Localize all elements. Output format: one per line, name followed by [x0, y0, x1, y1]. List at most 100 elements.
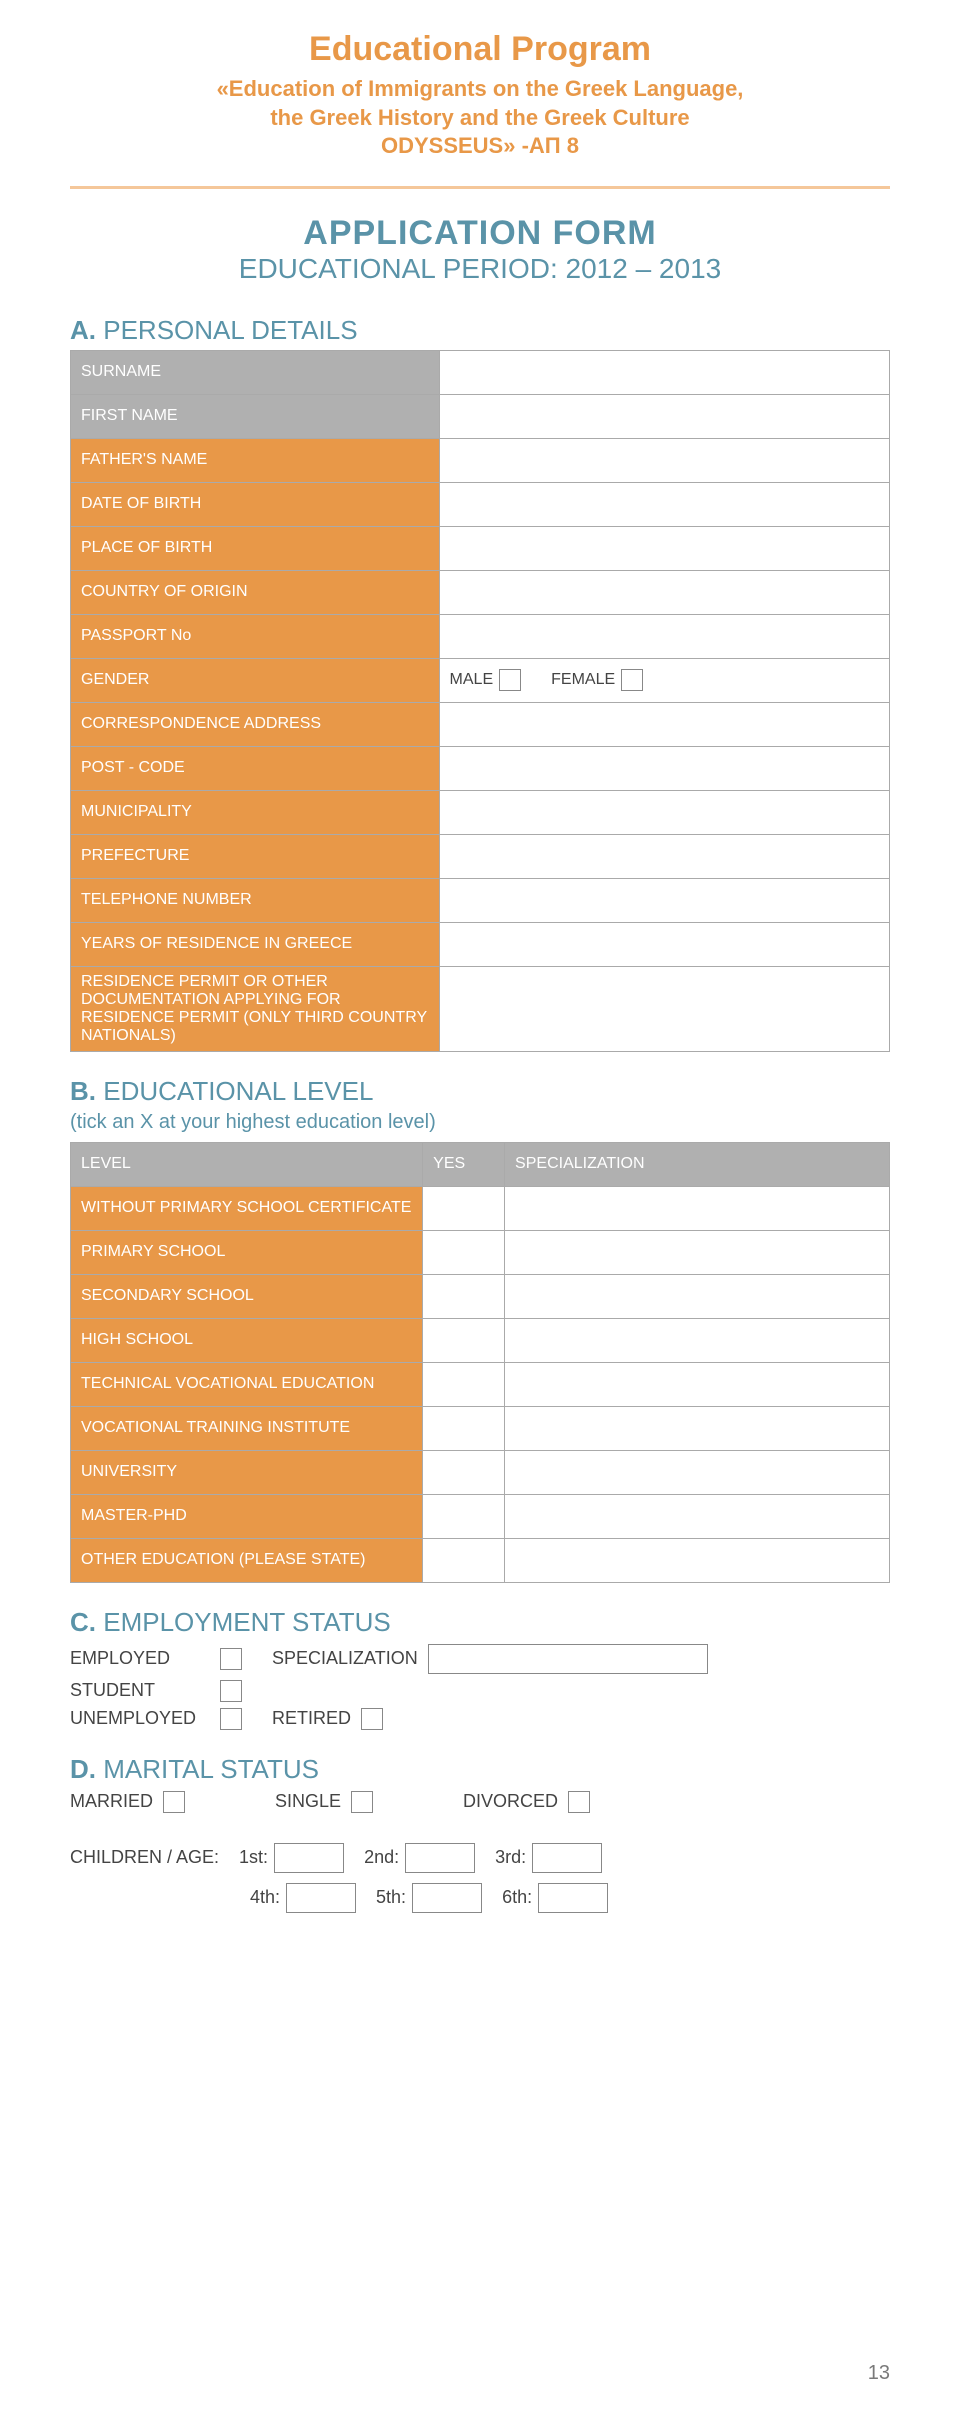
level-yes-input[interactable]: [423, 1230, 505, 1274]
section-c-title: EMPLOYMENT STATUS: [103, 1607, 391, 1637]
field-label: PREFECTURE: [71, 834, 440, 878]
field-input[interactable]: [439, 570, 889, 614]
single-checkbox[interactable]: [351, 1791, 373, 1813]
education-level-table: LEVELYESSPECIALIZATIONWITHOUT PRIMARY SC…: [70, 1142, 890, 1583]
field-input[interactable]: [439, 746, 889, 790]
children-label: CHILDREN / AGE:: [70, 1847, 219, 1868]
level-label: WITHOUT PRIMARY SCHOOL CERTIFICATE: [71, 1186, 423, 1230]
section-b-note: (tick an X at your highest education lev…: [70, 1111, 890, 1134]
unemployed-checkbox[interactable]: [220, 1708, 242, 1730]
field-input[interactable]: [439, 834, 889, 878]
level-yes-input[interactable]: [423, 1318, 505, 1362]
male-label: MALE: [450, 672, 494, 689]
student-checkbox[interactable]: [220, 1680, 242, 1702]
level-spec-input[interactable]: [505, 1230, 890, 1274]
child-4th: 4th:: [250, 1887, 280, 1908]
level-spec-input[interactable]: [505, 1274, 890, 1318]
field-label: CORRESPONDENCE ADDRESS: [71, 702, 440, 746]
specialization-label: SPECIALIZATION: [272, 1648, 418, 1669]
child-1-input[interactable]: [274, 1843, 344, 1873]
divider: [70, 186, 890, 189]
field-input[interactable]: [439, 878, 889, 922]
level-spec-input[interactable]: [505, 1362, 890, 1406]
section-d-lead: D.: [70, 1754, 96, 1784]
female-checkbox[interactable]: [621, 669, 643, 691]
section-b-title: EDUCATIONAL LEVEL: [103, 1076, 373, 1106]
level-header-level: LEVEL: [71, 1142, 423, 1186]
divorced-label: DIVORCED: [463, 1791, 558, 1812]
level-yes-input[interactable]: [423, 1450, 505, 1494]
field-label: MUNICIPALITY: [71, 790, 440, 834]
level-spec-input[interactable]: [505, 1538, 890, 1582]
level-spec-input[interactable]: [505, 1450, 890, 1494]
field-input[interactable]: [439, 702, 889, 746]
male-checkbox[interactable]: [499, 669, 521, 691]
marital-row: MARRIED SINGLE DIVORCED: [70, 1791, 890, 1813]
header: Educational Program «Education of Immigr…: [70, 0, 890, 171]
field-input[interactable]: [439, 922, 889, 966]
retired-checkbox[interactable]: [361, 1708, 383, 1730]
field-input[interactable]: [439, 966, 889, 1051]
field-label: FATHER'S NAME: [71, 438, 440, 482]
unemployed-label: UNEMPLOYED: [70, 1708, 220, 1729]
child-5-input[interactable]: [412, 1883, 482, 1913]
level-spec-input[interactable]: [505, 1494, 890, 1538]
program-title: Educational Program: [70, 30, 890, 69]
section-c-heading: C. EMPLOYMENT STATUS: [70, 1607, 890, 1638]
field-input[interactable]: [439, 482, 889, 526]
gender-cell: MALE FEMALE: [439, 658, 889, 702]
level-label: SECONDARY SCHOOL: [71, 1274, 423, 1318]
children-line-1: CHILDREN / AGE: 1st: 2nd: 3rd:: [70, 1843, 890, 1873]
field-label: FIRST NAME: [71, 394, 440, 438]
employed-checkbox[interactable]: [220, 1648, 242, 1670]
level-yes-input[interactable]: [423, 1538, 505, 1582]
children-block: CHILDREN / AGE: 1st: 2nd: 3rd: 4th: 5th:…: [70, 1843, 890, 1913]
level-label: HIGH SCHOOL: [71, 1318, 423, 1362]
child-6-input[interactable]: [538, 1883, 608, 1913]
section-a-heading: Α. PERSONAL DETAILS: [70, 315, 890, 346]
field-label: GENDER: [71, 658, 440, 702]
page-number: 13: [868, 2362, 890, 2385]
child-3-input[interactable]: [532, 1843, 602, 1873]
level-spec-input[interactable]: [505, 1406, 890, 1450]
child-2-input[interactable]: [405, 1843, 475, 1873]
field-label: PASSPORT No: [71, 614, 440, 658]
child-6th: 6th:: [502, 1887, 532, 1908]
married-checkbox[interactable]: [163, 1791, 185, 1813]
level-label: MASTER-PHD: [71, 1494, 423, 1538]
level-yes-input[interactable]: [423, 1406, 505, 1450]
field-label: DATE OF BIRTH: [71, 482, 440, 526]
child-1st: 1st:: [239, 1847, 268, 1868]
section-c-lead: C.: [70, 1607, 96, 1637]
level-yes-input[interactable]: [423, 1186, 505, 1230]
level-spec-input[interactable]: [505, 1186, 890, 1230]
unemployed-row: UNEMPLOYED RETIRED: [70, 1708, 890, 1730]
student-row: STUDENT: [70, 1680, 890, 1702]
specialization-input[interactable]: [428, 1644, 708, 1674]
section-b-lead: Β.: [70, 1076, 96, 1106]
child-2nd: 2nd:: [364, 1847, 399, 1868]
level-spec-input[interactable]: [505, 1318, 890, 1362]
level-yes-input[interactable]: [423, 1362, 505, 1406]
child-4-input[interactable]: [286, 1883, 356, 1913]
field-input[interactable]: [439, 394, 889, 438]
field-label: YEARS OF RESIDENCE IN GREECE: [71, 922, 440, 966]
program-sub3: ODYSSEUS» -ΑΠ 8: [70, 132, 890, 161]
divorced-checkbox[interactable]: [568, 1791, 590, 1813]
program-sub1: «Education of Immigrants on the Greek La…: [70, 75, 890, 104]
field-input[interactable]: [439, 438, 889, 482]
level-label: TECHNICAL VOCATIONAL EDUCATION: [71, 1362, 423, 1406]
field-input[interactable]: [439, 614, 889, 658]
section-a-title: PERSONAL DETAILS: [103, 315, 357, 345]
field-input[interactable]: [439, 350, 889, 394]
field-input[interactable]: [439, 790, 889, 834]
level-yes-input[interactable]: [423, 1494, 505, 1538]
student-label: STUDENT: [70, 1680, 220, 1701]
level-yes-input[interactable]: [423, 1274, 505, 1318]
female-label: FEMALE: [551, 672, 615, 689]
single-label: SINGLE: [275, 1791, 341, 1812]
field-input[interactable]: [439, 526, 889, 570]
level-label: OTHER EDUCATION (PLEASE STATE): [71, 1538, 423, 1582]
section-b-heading: Β. EDUCATIONAL LEVEL: [70, 1076, 890, 1107]
child-3rd: 3rd:: [495, 1847, 526, 1868]
